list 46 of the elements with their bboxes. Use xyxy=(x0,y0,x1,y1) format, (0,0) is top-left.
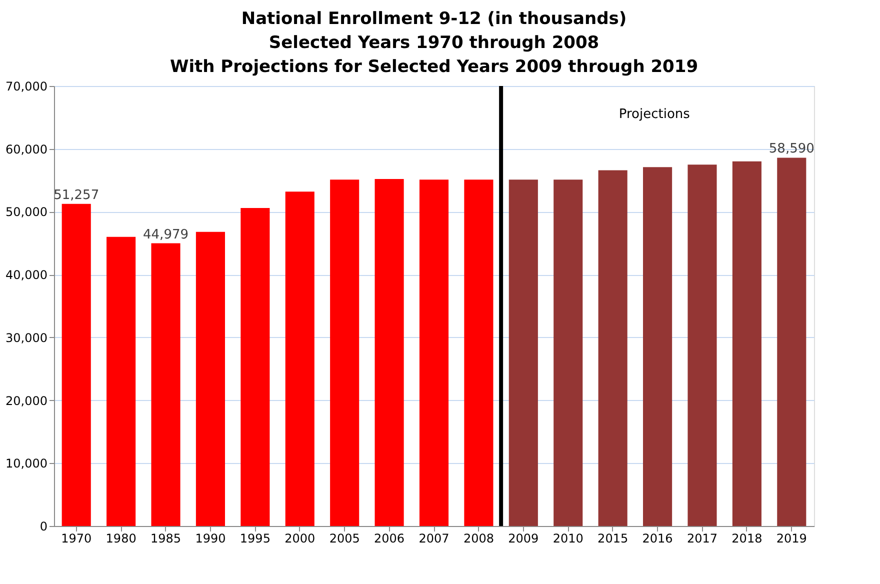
x-tick-label: 1995 xyxy=(240,532,270,546)
bar xyxy=(464,180,494,526)
bar xyxy=(598,170,628,526)
x-tick-label: 2000 xyxy=(284,532,316,546)
bar xyxy=(330,180,360,526)
bar xyxy=(688,164,717,526)
x-tick-label: 2008 xyxy=(463,532,494,546)
data-label: 58,590 xyxy=(768,142,814,157)
x-tick-label: 1980 xyxy=(106,532,136,546)
bar xyxy=(196,232,225,526)
annotation: Projections xyxy=(618,107,690,122)
bar xyxy=(106,236,136,526)
bar xyxy=(62,204,91,526)
x-tick-label: 2017 xyxy=(686,532,718,546)
x-tick-label: 1970 xyxy=(61,532,92,546)
bar xyxy=(777,158,806,526)
x-tick-label: 1985 xyxy=(150,532,182,546)
x-tick-label: 2006 xyxy=(374,532,405,546)
x-tick-label: 2009 xyxy=(508,532,539,546)
bar xyxy=(285,192,314,526)
x-tick-label: 2005 xyxy=(329,532,360,546)
bar xyxy=(240,208,270,526)
y-tick-label: 30,000 xyxy=(6,330,48,345)
data-label: 44,979 xyxy=(143,227,189,242)
x-tick-label: 2016 xyxy=(642,532,673,546)
y-tick-label: 40,000 xyxy=(6,268,48,282)
chart-title: National Enrollment 9-12 (in thousands) Selected Years 1970 through 2008 With Projections for Selected Years 2009 through 2019 xyxy=(170,9,698,77)
y-tick-label: 10,000 xyxy=(6,456,48,471)
y-tick-label: 70,000 xyxy=(6,80,48,94)
bar xyxy=(419,180,449,526)
y-tick-label: 50,000 xyxy=(6,205,48,220)
bar xyxy=(151,243,180,526)
x-tick-label: 2007 xyxy=(418,532,450,546)
x-tick-label: 2018 xyxy=(732,532,762,546)
bar xyxy=(643,167,672,526)
y-tick-label: 0 xyxy=(40,520,48,534)
bar xyxy=(374,179,404,526)
x-tick-label: 2019 xyxy=(776,532,807,546)
x-tick-label: 2015 xyxy=(598,532,628,546)
bar xyxy=(732,161,762,526)
x-tick-label: 1990 xyxy=(195,532,226,546)
x-tick-label: 2010 xyxy=(552,532,584,546)
y-tick-label: 20,000 xyxy=(6,394,48,408)
y-tick-label: 60,000 xyxy=(6,142,48,156)
bar xyxy=(508,180,538,526)
bar xyxy=(554,180,583,526)
